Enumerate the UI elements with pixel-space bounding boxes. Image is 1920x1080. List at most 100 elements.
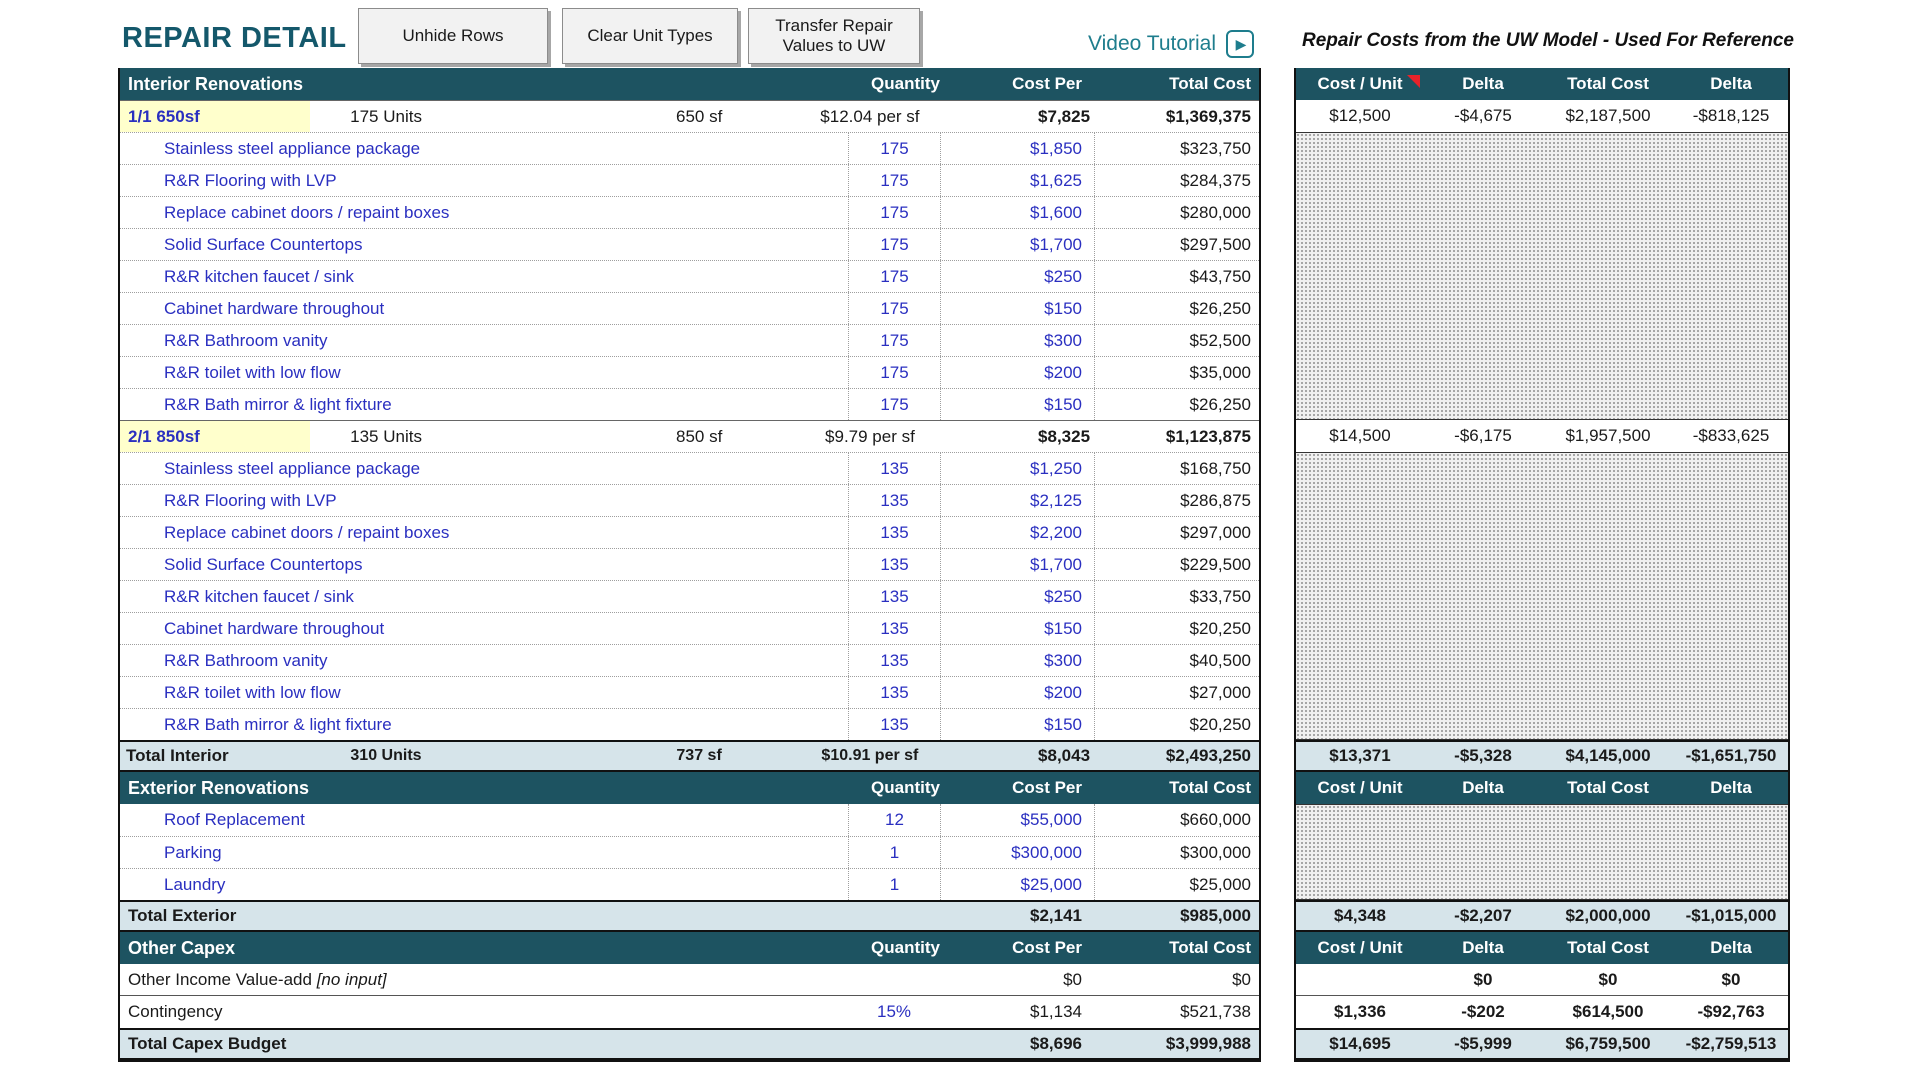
item-total-cost[interactable]: $284,375 xyxy=(1094,165,1259,196)
item-quantity[interactable]: 175 xyxy=(848,325,940,356)
item-total-cost[interactable]: $286,875 xyxy=(1094,485,1259,516)
sf-cell[interactable]: 650 sf xyxy=(675,106,723,126)
item-quantity[interactable]: 135 xyxy=(848,549,940,580)
item-label[interactable]: R&R kitchen faucet / sink xyxy=(164,266,354,286)
item-total-cost[interactable]: $43,750 xyxy=(1094,261,1259,292)
unit-type-cell[interactable]: 1/1 650sf xyxy=(120,101,311,132)
item-quantity[interactable]: 175 xyxy=(848,229,940,260)
item-quantity[interactable]: 135 xyxy=(848,485,940,516)
item-total-cost[interactable]: $280,000 xyxy=(1094,197,1259,228)
item-cost-per[interactable]: $1,600 xyxy=(940,197,1094,228)
item-quantity[interactable]: 1 xyxy=(848,837,940,868)
row-cost-per[interactable]: $1,134 xyxy=(1030,1002,1082,1021)
item-total-cost[interactable]: $26,250 xyxy=(1094,389,1259,420)
row-quantity[interactable]: 15% xyxy=(876,1002,912,1021)
transfer-repair-values-button[interactable]: Transfer Repair Values to UW xyxy=(748,8,920,64)
item-cost-per[interactable]: $200 xyxy=(940,357,1094,388)
item-label[interactable]: Cabinet hardware throughout xyxy=(164,618,385,638)
item-quantity[interactable]: 175 xyxy=(848,197,940,228)
item-cost-per[interactable]: $250 xyxy=(940,261,1094,292)
item-quantity[interactable]: 135 xyxy=(848,677,940,708)
item-quantity[interactable]: 135 xyxy=(848,613,940,644)
item-total-cost[interactable]: $297,000 xyxy=(1094,517,1259,548)
row-label[interactable]: Other Income Value-add [no input] xyxy=(120,970,848,990)
item-cost-per[interactable]: $200 xyxy=(940,677,1094,708)
item-total-cost[interactable]: $33,750 xyxy=(1094,581,1259,612)
item-total-cost[interactable]: $168,750 xyxy=(1094,453,1259,484)
item-cost-per[interactable]: $150 xyxy=(940,293,1094,324)
item-quantity[interactable]: 175 xyxy=(848,261,940,292)
item-cost-per[interactable]: $1,625 xyxy=(940,165,1094,196)
item-cost-per[interactable]: $150 xyxy=(940,389,1094,420)
item-cost-per[interactable]: $300 xyxy=(940,645,1094,676)
item-total-cost[interactable]: $660,000 xyxy=(1094,804,1259,836)
item-quantity[interactable]: 12 xyxy=(848,804,940,836)
item-cost-per[interactable]: $25,000 xyxy=(940,869,1094,900)
item-cost-per[interactable]: $300,000 xyxy=(940,837,1094,868)
item-total-cost[interactable]: $323,750 xyxy=(1094,133,1259,164)
sf-cell[interactable]: 850 sf xyxy=(675,426,723,446)
unhide-rows-button[interactable]: Unhide Rows xyxy=(358,8,548,64)
item-total-cost[interactable]: $297,500 xyxy=(1094,229,1259,260)
group-total-cost[interactable]: $1,123,875 xyxy=(1165,426,1251,446)
units-cell[interactable]: 175 Units xyxy=(350,106,422,126)
item-quantity[interactable]: 175 xyxy=(848,133,940,164)
item-quantity[interactable]: 1 xyxy=(848,869,940,900)
item-label[interactable]: Stainless steel appliance package xyxy=(164,458,421,478)
item-label[interactable]: Roof Replacement xyxy=(164,810,305,829)
item-label[interactable]: Replace cabinet doors / repaint boxes xyxy=(164,202,450,222)
item-quantity[interactable]: 135 xyxy=(848,581,940,612)
item-cost-per[interactable]: $300 xyxy=(940,325,1094,356)
item-label[interactable]: R&R Bathroom vanity xyxy=(164,330,328,350)
item-quantity[interactable]: 135 xyxy=(848,645,940,676)
item-cost-per[interactable]: $150 xyxy=(940,709,1094,740)
group-cost-per[interactable]: $7,825 xyxy=(1038,106,1091,126)
units-cell[interactable]: 135 Units xyxy=(350,426,422,446)
item-cost-per[interactable]: $1,250 xyxy=(940,453,1094,484)
item-label[interactable]: R&R toilet with low flow xyxy=(164,682,341,702)
item-label[interactable]: Stainless steel appliance package xyxy=(164,138,421,158)
item-quantity[interactable]: 175 xyxy=(848,293,940,324)
row-label[interactable]: Contingency xyxy=(128,1002,223,1021)
item-label[interactable]: Replace cabinet doors / repaint boxes xyxy=(164,522,450,542)
item-quantity[interactable]: 135 xyxy=(848,709,940,740)
item-cost-per[interactable]: $250 xyxy=(940,581,1094,612)
item-quantity[interactable]: 135 xyxy=(848,453,940,484)
item-total-cost[interactable]: $27,000 xyxy=(1094,677,1259,708)
item-label[interactable]: R&R toilet with low flow xyxy=(164,362,341,382)
item-cost-per[interactable]: $2,200 xyxy=(940,517,1094,548)
row-total-cost[interactable]: $0 xyxy=(1232,969,1251,989)
clear-unit-types-button[interactable]: Clear Unit Types xyxy=(562,8,738,64)
item-quantity[interactable]: 135 xyxy=(848,517,940,548)
item-label[interactable]: Parking xyxy=(164,842,222,862)
unit-type-cell[interactable]: 2/1 850sf xyxy=(120,421,311,452)
item-total-cost[interactable]: $25,000 xyxy=(1094,869,1259,900)
item-cost-per[interactable]: $1,700 xyxy=(940,229,1094,260)
item-label[interactable]: Solid Surface Countertops xyxy=(164,554,363,574)
item-quantity[interactable]: 175 xyxy=(848,165,940,196)
item-cost-per[interactable]: $1,850 xyxy=(940,133,1094,164)
per-sf-cell[interactable]: $9.79 per sf xyxy=(825,426,915,446)
item-total-cost[interactable]: $300,000 xyxy=(1094,837,1259,868)
item-cost-per[interactable]: $55,000 xyxy=(940,804,1094,836)
item-cost-per[interactable]: $150 xyxy=(940,613,1094,644)
per-sf-cell[interactable]: $12.04 per sf xyxy=(820,106,920,126)
item-quantity[interactable]: 175 xyxy=(848,389,940,420)
group-cost-per[interactable]: $8,325 xyxy=(1038,426,1091,446)
item-cost-per[interactable]: $2,125 xyxy=(940,485,1094,516)
item-total-cost[interactable]: $52,500 xyxy=(1094,325,1259,356)
item-label[interactable]: R&R Flooring with LVP xyxy=(164,170,337,190)
item-total-cost[interactable]: $229,500 xyxy=(1094,549,1259,580)
video-tutorial-link[interactable]: Video Tutorial ▶ xyxy=(1088,30,1255,58)
row-cost-per[interactable]: $0 xyxy=(1063,969,1082,989)
row-total-cost[interactable]: $521,738 xyxy=(1180,1002,1251,1021)
item-label[interactable]: R&R Bathroom vanity xyxy=(164,650,328,670)
item-label[interactable]: Laundry xyxy=(164,874,226,894)
item-label[interactable]: R&R kitchen faucet / sink xyxy=(164,586,354,606)
item-label[interactable]: R&R Flooring with LVP xyxy=(164,490,337,510)
item-label[interactable]: R&R Bath mirror & light fixture xyxy=(164,394,392,414)
group-total-cost[interactable]: $1,369,375 xyxy=(1165,106,1251,126)
item-label[interactable]: R&R Bath mirror & light fixture xyxy=(164,714,392,734)
item-total-cost[interactable]: $20,250 xyxy=(1094,613,1259,644)
item-label[interactable]: Solid Surface Countertops xyxy=(164,234,363,254)
